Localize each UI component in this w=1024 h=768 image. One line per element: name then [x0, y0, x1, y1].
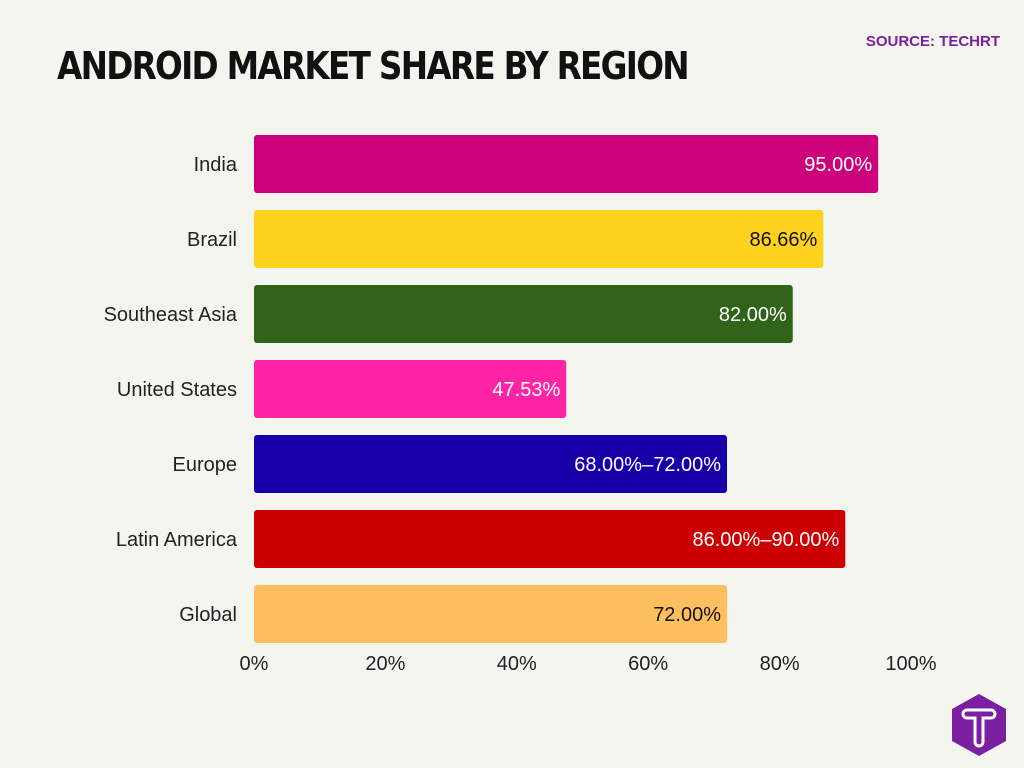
bar	[254, 285, 793, 343]
techrt-logo	[952, 694, 1006, 756]
data-label: 82.00%	[719, 304, 787, 326]
bar	[254, 210, 824, 268]
bar	[254, 360, 567, 418]
x-tick-label: 40%	[497, 653, 537, 675]
bar	[254, 585, 728, 643]
category-label: Southeast Asia	[104, 304, 238, 326]
source-label: SOURCE: TECHRT	[865, 33, 1000, 50]
data-label: 68.00%–72.00%	[574, 454, 721, 476]
category-label: Europe	[173, 454, 238, 476]
data-label: 47.53%	[492, 379, 560, 401]
category-label: India	[194, 154, 238, 176]
category-label: Brazil	[187, 229, 237, 251]
data-label: 95.00%	[804, 154, 872, 176]
chart-title: ANDROID MARKET SHARE BY REGION	[57, 44, 690, 88]
data-label: 86.00%–90.00%	[693, 529, 840, 551]
category-label: United States	[117, 379, 237, 401]
x-tick-label: 20%	[365, 653, 405, 675]
bar	[254, 510, 846, 568]
bar	[254, 435, 728, 493]
data-label: 86.66%	[750, 229, 818, 251]
x-tick-label: 100%	[885, 653, 936, 675]
category-label: Global	[179, 604, 237, 626]
x-tick-label: 80%	[760, 653, 800, 675]
bar	[254, 135, 879, 193]
data-label: 72.00%	[653, 604, 721, 626]
x-tick-label: 60%	[628, 653, 668, 675]
category-label: Latin America	[116, 529, 238, 551]
x-tick-label: 0%	[240, 653, 269, 675]
